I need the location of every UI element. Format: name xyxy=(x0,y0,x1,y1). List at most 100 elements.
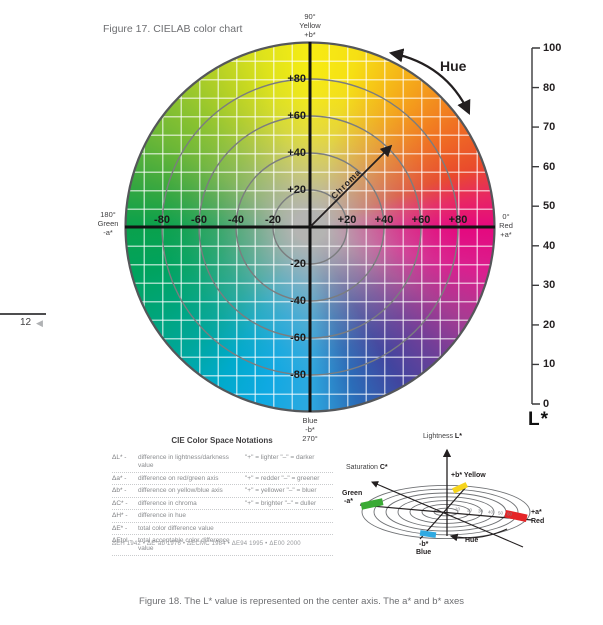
f18-hue-label: Hue xyxy=(465,537,479,544)
b-tick-neg20: -20 xyxy=(290,258,306,270)
axis-label-yellow: 90° Yellow +b* xyxy=(284,12,336,39)
notation-row-da: Δa* - difference on red/green axis "+" =… xyxy=(112,473,333,485)
axis-label-blue: Blue -b* 270° xyxy=(284,416,336,443)
notation-row-dl: ΔL* - difference in lightness/darkness v… xyxy=(112,452,333,473)
notations-title: CIE Color Space Notations xyxy=(171,436,273,445)
a-tick-neg40: -40 xyxy=(228,214,244,226)
notation-desc: total color difference value xyxy=(138,524,214,532)
notation-values: "+" = lighter "–" = darker xyxy=(245,454,315,461)
axis-label-red-sym: +a* xyxy=(500,230,512,239)
axis-label-blue-name: Blue xyxy=(302,416,318,425)
b-tick-pos80: +80 xyxy=(287,73,306,85)
axis-label-red-deg: 0° xyxy=(502,212,510,221)
a-tick-neg20: -20 xyxy=(265,214,281,226)
axis-label-red: 0° Red +a* xyxy=(480,212,532,239)
f18-yellow-label: +b* Yellow xyxy=(451,472,486,479)
f18-tick-60: 60 xyxy=(507,512,513,517)
l-tick-60: 60 xyxy=(543,160,556,173)
a-tick-neg80: -80 xyxy=(154,214,170,226)
l-tick-100: 100 xyxy=(543,42,562,54)
a-tick-pos40: +40 xyxy=(374,214,394,226)
hue-label: Hue xyxy=(440,58,467,74)
b-tick-neg60: -60 xyxy=(290,332,306,344)
b-tick-pos60: +60 xyxy=(287,110,306,122)
f18-tick-10: 10 xyxy=(455,507,461,512)
notations-footnote: ΔEH 1942 • ΔE*ab 1976 • ΔECMC 1984 • ΔE9… xyxy=(112,541,301,547)
b-tick-pos20: +20 xyxy=(287,184,306,196)
figure18-ellipses xyxy=(361,484,531,540)
f18-tick-20: 20 xyxy=(467,508,473,513)
axis-label-green-deg: 180° xyxy=(100,210,116,219)
notation-symbol: ΔH* - xyxy=(112,512,128,519)
l-tick-40: 40 xyxy=(543,239,556,252)
b-tick-neg40: -40 xyxy=(290,295,306,307)
notation-desc: total acceptable color difference value xyxy=(138,537,230,552)
axis-label-green-name: Green xyxy=(97,219,119,228)
axis-label-yellow-deg: 90° xyxy=(304,12,316,21)
f18-green-label: Green xyxy=(342,490,363,497)
a-tick-pos60: +60 xyxy=(411,214,431,226)
f18-lightness-label: Lightness L* xyxy=(423,433,462,441)
axis-label-yellow-name: Yellow xyxy=(299,21,321,30)
notation-values: "+" = redder "–" = greener xyxy=(245,474,320,482)
l-tick-30: 30 xyxy=(543,279,556,292)
f18-red-sym: +a* xyxy=(531,509,542,516)
notation-row-dc: ΔC* - difference in chroma "+" = brighte… xyxy=(112,498,333,510)
notation-desc: difference on red/green axis xyxy=(138,474,219,482)
l-tick-50: 50 xyxy=(543,200,556,213)
f18-radial-ticks: 10 20 30 40 50 60 xyxy=(455,507,513,517)
f18-a-axis xyxy=(359,504,533,521)
notation-symbol: ΔEtol - xyxy=(112,537,132,544)
notation-symbol: ΔE* - xyxy=(112,524,128,532)
f18-tick-30: 30 xyxy=(478,509,484,514)
f18-tick-40: 40 xyxy=(488,510,494,515)
f18-blue-patch xyxy=(419,530,437,538)
notations-table: ΔL* - difference in lightness/darkness v… xyxy=(112,452,333,556)
axis-label-green: 180° Green -a* xyxy=(82,210,134,237)
l-tick-0: 0 xyxy=(543,398,550,410)
wheel-grid-overlay xyxy=(125,42,495,412)
f18-lightness-sym: L* xyxy=(454,433,462,440)
notation-row-de: ΔE* - total color difference value xyxy=(112,523,333,535)
l-tick-20: 20 xyxy=(543,318,556,331)
l-tick-70: 70 xyxy=(543,121,556,134)
f18-blue-label: Blue xyxy=(416,549,432,556)
axis-label-blue-sym: -b* xyxy=(305,425,315,434)
f18-saturation-axis xyxy=(371,481,524,548)
f18-yellow-patch xyxy=(452,482,468,494)
f18-green-sym: -a* xyxy=(344,498,353,505)
f18-red-patch xyxy=(504,509,528,523)
f18-saturation-sym: C* xyxy=(379,464,388,471)
b-tick-pos40: +40 xyxy=(287,147,306,159)
page-number: 12 xyxy=(20,317,32,328)
axis-label-green-sym: -a* xyxy=(103,228,113,237)
axis-label-blue-deg: 270° xyxy=(302,434,318,443)
notation-row-db: Δb* - difference on yellow/blue axis "+"… xyxy=(112,485,333,498)
notation-desc: difference in hue xyxy=(138,512,186,519)
notation-row-dh: ΔH* - difference in hue xyxy=(112,510,333,523)
b-tick-neg80: -80 xyxy=(290,369,306,381)
lightness-scale-ruler xyxy=(531,47,540,405)
page-edge-rule xyxy=(0,313,46,315)
a-tick-neg60: -60 xyxy=(191,214,207,226)
axis-label-red-name: Red xyxy=(499,221,513,230)
notation-symbol: ΔL* - xyxy=(112,454,127,461)
notation-symbol: ΔC* - xyxy=(112,499,128,507)
f18-tick-50: 50 xyxy=(498,511,504,516)
lightness-axis-label: L* xyxy=(528,409,549,430)
f18-red-label: Red xyxy=(531,518,545,525)
page-marker-arrow-icon: ◀ xyxy=(36,318,43,328)
f18-green-patch xyxy=(360,498,384,510)
notation-values: "+" = brighter "–" = duller xyxy=(245,499,317,507)
l-tick-80: 80 xyxy=(543,81,556,94)
l-tick-10: 10 xyxy=(543,358,556,371)
f18-b-axis xyxy=(419,485,468,540)
notation-desc: difference in chroma xyxy=(138,499,197,507)
f18-hue-arrow xyxy=(449,528,508,542)
f18-saturation-word: Saturation xyxy=(346,464,380,471)
figure18-caption: Figure 18. The L* value is represented o… xyxy=(139,596,464,607)
notation-symbol: Δa* - xyxy=(112,474,127,482)
notation-values: "+" = yellower "–" = bluer xyxy=(245,487,317,494)
axis-label-yellow-sym: +b* xyxy=(304,30,316,39)
